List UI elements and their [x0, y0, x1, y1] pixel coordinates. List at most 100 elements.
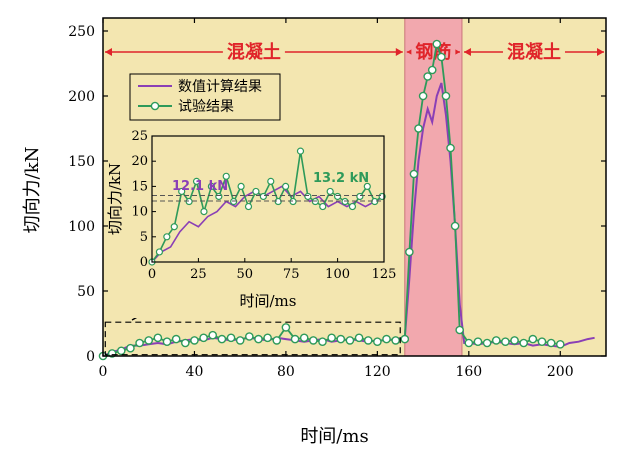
- data-point-55: [546, 338, 556, 348]
- data-point-27: [345, 336, 355, 345]
- inset-annotation-experiment: 13.2 kN: [313, 171, 369, 186]
- legend-label-1: 试验结果: [178, 99, 234, 115]
- data-point-8: [171, 334, 181, 344]
- inset-data-point-11: [230, 197, 238, 206]
- x-tick-label-2: 80: [277, 364, 295, 380]
- data-point-52: [519, 338, 528, 348]
- inset-x-axis-title: 时间/ms: [240, 292, 297, 310]
- data-point-41: [437, 52, 446, 62]
- data-point-20: [281, 323, 291, 332]
- data-point-11: [199, 333, 208, 343]
- inset-y-tick-label-3: 15: [131, 179, 148, 194]
- data-point-12: [208, 330, 218, 340]
- inset-data-point-9: [215, 192, 223, 201]
- region-arrow-head-right-0: [395, 48, 403, 56]
- legend-box: [129, 73, 281, 121]
- inset-data-point-21: [304, 192, 312, 201]
- inset-y-tick-label-1: 5: [140, 230, 148, 245]
- inset-x-tick-label-1: 25: [190, 267, 207, 282]
- data-point-44: [450, 221, 460, 231]
- region-label-bg-2: [502, 34, 565, 62]
- zoom-box: [104, 321, 401, 356]
- data-point-3: [126, 343, 135, 353]
- inset-data-point-19: [289, 197, 297, 206]
- inset-frame: [151, 135, 385, 263]
- legend-label-0: 数值计算结果: [178, 79, 262, 95]
- legend-marker-1: [150, 101, 160, 111]
- inset-data-point-23: [319, 202, 327, 211]
- inset-y-tick-label-0: 0: [140, 255, 148, 270]
- data-point-14: [226, 333, 236, 343]
- y-tick-label-2: 100: [68, 219, 95, 235]
- inset-backdrop: [108, 128, 398, 318]
- inset-x-tick-label-0: 0: [148, 267, 156, 282]
- data-point-45: [455, 325, 464, 335]
- data-point-24: [318, 337, 327, 347]
- y-tick-label-1: 50: [77, 284, 95, 300]
- plot-frame: [102, 17, 607, 357]
- inset-data-point-29: [363, 182, 371, 190]
- data-point-6: [153, 333, 163, 343]
- y-tick-label-0: 0: [86, 349, 95, 365]
- inset-data-point-2: [163, 233, 171, 241]
- data-point-28: [354, 333, 364, 343]
- data-point-26: [336, 334, 346, 344]
- inset-series-line-0: [151, 185, 385, 263]
- data-point-7: [162, 337, 172, 347]
- data-point-25: [327, 333, 336, 343]
- data-point-47: [473, 337, 483, 347]
- inset-data-point-6: [192, 177, 201, 185]
- inset-data-point-12: [237, 182, 245, 190]
- data-point-23: [309, 336, 318, 345]
- region-label-2: 混凝土: [507, 41, 561, 63]
- data-point-32: [391, 336, 400, 345]
- data-point-29: [363, 336, 373, 345]
- data-point-31: [382, 334, 391, 344]
- y-axis-title: 切向力/kN: [22, 147, 43, 234]
- inset-data-point-27: [348, 202, 357, 211]
- inset-data-point-8: [207, 182, 215, 190]
- inset-data-point-24: [326, 187, 334, 196]
- inset-data-point-17: [274, 197, 282, 206]
- data-point-39: [427, 65, 437, 75]
- data-point-2: [116, 346, 126, 356]
- x-tick-label-5: 200: [547, 364, 574, 380]
- data-point-50: [501, 337, 510, 347]
- data-point-5: [144, 336, 154, 345]
- inset-y-axis-title: 切向力/kN: [106, 163, 124, 235]
- inset-x-tick-label-2: 50: [237, 267, 254, 282]
- inset-data-point-25: [334, 192, 342, 201]
- inset-x-tick-label-3: 75: [283, 267, 300, 282]
- data-point-37: [418, 91, 428, 101]
- data-point-48: [482, 338, 492, 348]
- data-point-36: [414, 124, 423, 133]
- data-point-15: [235, 336, 245, 345]
- inset-y-tick-label-2: 10: [131, 205, 148, 220]
- x-tick-label-1: 40: [186, 364, 204, 380]
- data-point-43: [446, 143, 455, 153]
- data-point-34: [405, 247, 414, 257]
- data-point-16: [245, 332, 254, 341]
- inset-data-point-20: [296, 147, 305, 155]
- y-tick-label-4: 200: [68, 89, 95, 105]
- inset-data-point-5: [185, 197, 193, 206]
- inset-plot: 12.1 kN 13.2 kN 0 25 50 75 100 125 0 5 10 15 20 25 时间/…: [106, 128, 398, 318]
- region-label-bg-0: [222, 34, 285, 62]
- region-label-bg-1: [411, 34, 456, 62]
- data-point-18: [263, 333, 272, 343]
- region-arrow-head-right-2: [597, 48, 604, 56]
- data-point-40: [432, 39, 442, 49]
- inset-data-point-3: [170, 223, 178, 231]
- region-arrow-head-left-2: [463, 48, 471, 56]
- inset-x-tick-label-4: 100: [325, 267, 350, 282]
- inset-data-point-30: [371, 197, 379, 206]
- inset-data-point-15: [259, 192, 267, 201]
- x-tick-label-3: 120: [364, 364, 391, 380]
- x-tick-label-0: 0: [99, 364, 108, 380]
- inset-data-point-28: [356, 192, 364, 201]
- data-point-22: [299, 333, 309, 343]
- data-point-19: [272, 336, 282, 345]
- inset-y-tick-label-5: 25: [131, 129, 148, 144]
